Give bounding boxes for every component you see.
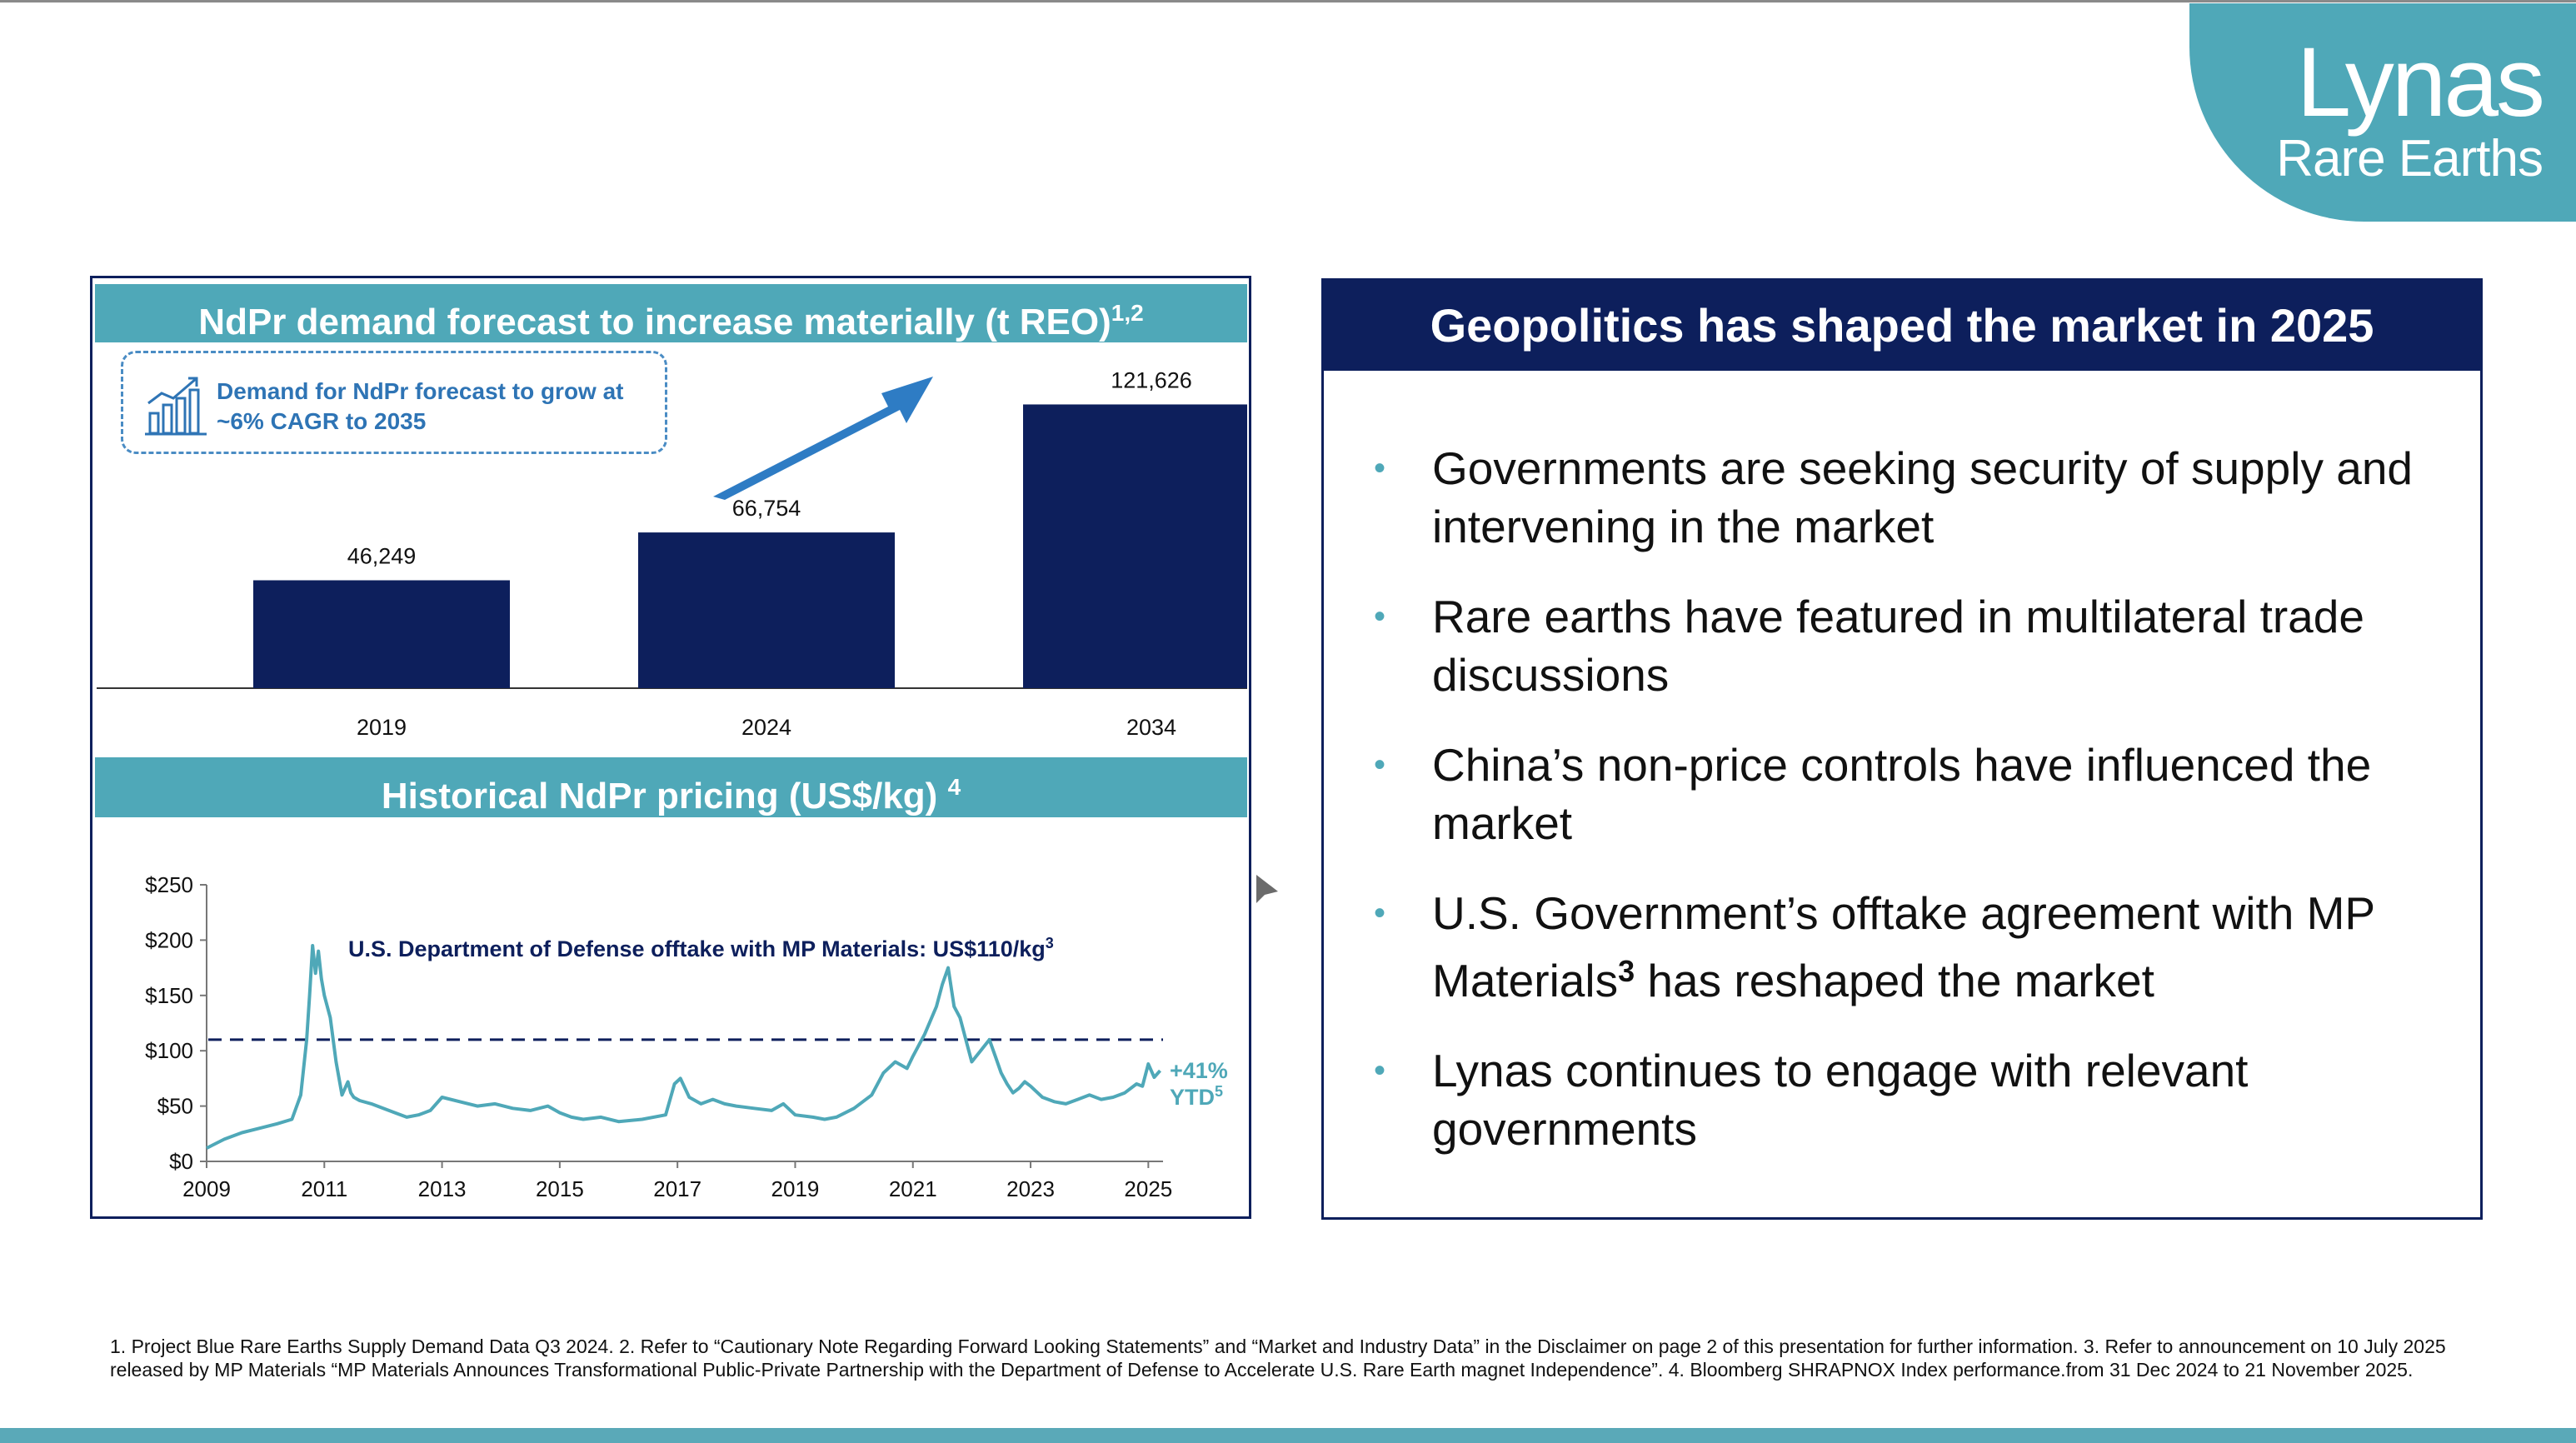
price-x-tick-label: 2013 <box>418 1176 467 1201</box>
logo-subtitle: Rare Earths <box>2276 130 2544 187</box>
logo-name: Lynas <box>2296 27 2545 137</box>
bullet-text: Lynas continues to engage with relevant … <box>1432 1045 2249 1155</box>
left-panel: NdPr demand forecast to increase materia… <box>90 276 1251 1219</box>
bullet-dot: • <box>1374 1052 1386 1089</box>
demand-bar <box>638 532 895 688</box>
pricing-chart-title: Historical NdPr pricing (US$/kg) 4 <box>95 757 1247 817</box>
growth-chart-icon <box>145 377 207 436</box>
bullet-dot: • <box>1374 598 1386 635</box>
offtake-note-sup: 3 <box>1046 935 1054 951</box>
bullet-text: U.S. Government’s offtake agreement with… <box>1432 887 2375 1006</box>
bullet-item: • Governments are seeking security of sup… <box>1374 439 2457 556</box>
price-y-tick-label: $150 <box>145 983 193 1008</box>
bullet-text: Governments are seeking security of supp… <box>1432 442 2413 552</box>
price-y-tick-label: $250 <box>145 872 193 897</box>
ndpr-price-series <box>206 944 1161 1150</box>
offtake-note-text: U.S. Department of Defense offtake with … <box>348 936 1046 961</box>
demand-callout: Demand for NdPr forecast to grow at ~6% … <box>121 351 667 454</box>
price-x-tick-label: 2017 <box>653 1176 701 1201</box>
bullet-dot: • <box>1374 450 1386 487</box>
demand-bar-chart: 46,249 2019 66,754 2024 121,626 2034 <box>97 367 1247 740</box>
price-x-tick-label: 2019 <box>771 1176 820 1201</box>
bullet-text-tail: has reshaped the market <box>1635 955 2154 1006</box>
price-x-tick-label: 2011 <box>301 1176 347 1201</box>
bar-value-label: 46,249 <box>347 544 417 569</box>
top-rule <box>0 0 2576 2</box>
bar-value-label: 121,626 <box>1111 367 1192 392</box>
callout-text: Demand for NdPr forecast to grow at ~6% … <box>217 378 624 434</box>
bullet-item: • China’s non-price controls have influen… <box>1374 736 2457 852</box>
bullet-item: • U.S. Government’s offtake agreement wit… <box>1374 884 2457 1010</box>
ytd-label-line2: YTD5 <box>1170 1083 1223 1110</box>
bullet-dot: • <box>1374 746 1386 783</box>
pricing-title-sup: 4 <box>947 774 961 800</box>
bullet-text: Rare earths have featured in multilatera… <box>1432 591 2364 701</box>
bar-category-label: 2034 <box>1126 715 1176 740</box>
bullet-sup: 3 <box>1618 954 1635 988</box>
footnote: 1. Project Blue Rare Earths Supply Deman… <box>110 1336 2446 1381</box>
bullet-item: • Lynas continues to engage with relevant… <box>1374 1041 2457 1158</box>
price-y-tick-label: $200 <box>145 927 193 952</box>
bar-category-label: 2019 <box>357 715 407 740</box>
bullet-list: • Governments are seeking security of sup… <box>1374 439 2457 1190</box>
price-x-tick-label: 2021 <box>889 1176 937 1201</box>
ytd-text: YTD <box>1170 1085 1215 1110</box>
bullet-item: • Rare earths have featured in multilater… <box>1374 587 2457 704</box>
ytd-label-line1: +41% <box>1170 1058 1228 1083</box>
growth-arrow <box>713 377 933 500</box>
lynas-logo: Lynas Rare Earths <box>2189 3 2576 222</box>
bullet-dot: • <box>1374 895 1386 931</box>
demand-bar <box>1023 404 1247 688</box>
price-x-tick-label: 2025 <box>1124 1176 1172 1201</box>
price-y-tick-label: $0 <box>169 1149 193 1174</box>
demand-bar <box>253 580 510 688</box>
mouse-pointer-icon <box>1256 875 1278 903</box>
bottom-band <box>0 1428 2576 1443</box>
demand-title-sup: 1,2 <box>1111 300 1144 326</box>
offtake-note: U.S. Department of Defense offtake with … <box>348 935 1054 961</box>
right-panel: Geopolitics has shaped the market in 202… <box>1321 278 2483 1220</box>
price-y-tick-label: $50 <box>157 1094 193 1119</box>
price-x-tick-label: 2023 <box>1006 1176 1055 1201</box>
bullet-text: China’s non-price controls have influenc… <box>1432 739 2372 849</box>
demand-chart-title: NdPr demand forecast to increase materia… <box>95 284 1247 342</box>
right-panel-header: Geopolitics has shaped the market in 202… <box>1324 281 2480 371</box>
ytd-sup: 5 <box>1215 1083 1223 1100</box>
bar-category-label: 2024 <box>741 715 791 740</box>
price-x-tick-label: 2009 <box>182 1176 231 1201</box>
price-y-tick-label: $100 <box>145 1038 193 1063</box>
bar-value-label: 66,754 <box>732 496 801 521</box>
demand-title-text: NdPr demand forecast to increase materia… <box>198 302 1111 342</box>
pricing-title-text: Historical NdPr pricing (US$/kg) <box>381 776 938 816</box>
price-x-tick-label: 2015 <box>536 1176 584 1201</box>
